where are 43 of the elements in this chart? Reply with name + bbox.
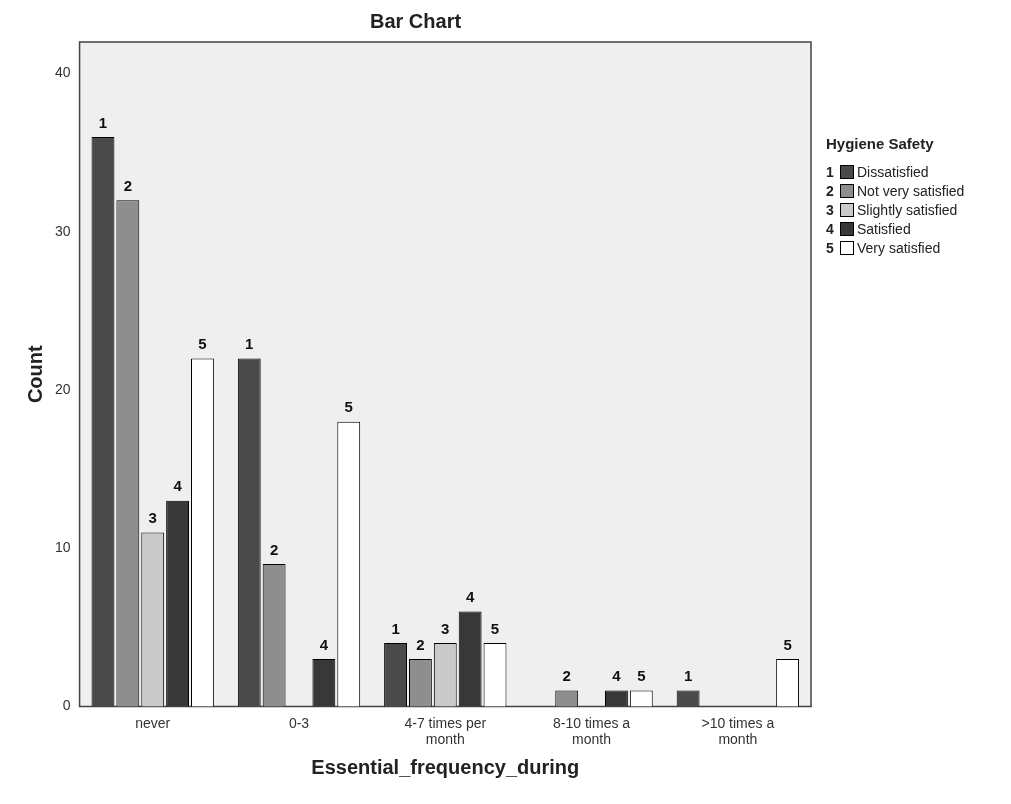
y-tick-label: 10: [54, 539, 71, 556]
y-axis-title: Count: [23, 344, 46, 404]
x-tick-label: >10 times a month: [701, 714, 775, 748]
chart-title: Bar Chart: [369, 9, 462, 32]
annotation: 2: [123, 176, 133, 194]
y-tick-label: 40: [54, 64, 71, 81]
annotation: 3: [148, 509, 157, 527]
legend-label: Not very satisfied: [857, 182, 965, 199]
text: 3: [826, 201, 834, 218]
annotation: 5: [344, 398, 353, 416]
annotation: 1: [391, 619, 400, 637]
legend-title: Hygiene Safety: [826, 135, 935, 152]
annotation: 5: [198, 335, 207, 353]
annotation: 5: [490, 619, 500, 637]
annotation: 4: [319, 635, 329, 653]
annotation: 2: [269, 540, 279, 558]
legend-label: Slightly satisfied: [857, 201, 958, 218]
y-tick-label: 0: [62, 697, 71, 714]
annotation: 4: [612, 667, 622, 685]
x-tick-label: 8-10 times a month: [553, 714, 631, 748]
annotation: 1: [683, 667, 693, 685]
x-tick-label: 4-7 times per month: [404, 714, 487, 748]
annotation: 3: [441, 619, 450, 637]
text: 2: [826, 182, 834, 199]
annotation: 5: [637, 667, 646, 685]
annotation: 5: [783, 635, 792, 653]
legend-label: Satisfied: [857, 220, 911, 237]
annotation: 1: [98, 113, 108, 131]
text: 5: [826, 239, 834, 256]
annotation: 2: [416, 635, 425, 653]
annotation: 4: [173, 477, 183, 495]
annotation: 1: [245, 335, 254, 353]
x-axis-title: Essential_frequency_during: [311, 755, 580, 778]
annotation: 4: [465, 588, 475, 606]
y-tick-label: 30: [54, 222, 71, 239]
y-tick-label: 20: [54, 380, 71, 397]
x-tick-label: never: [135, 714, 171, 731]
annotation: 2: [562, 667, 571, 685]
legend-label: Dissatisfied: [857, 163, 929, 180]
legend-label: Very satisfied: [857, 239, 941, 256]
x-tick-label: 0-3: [288, 714, 310, 731]
text: 1: [826, 163, 834, 180]
text: 4: [826, 220, 834, 237]
